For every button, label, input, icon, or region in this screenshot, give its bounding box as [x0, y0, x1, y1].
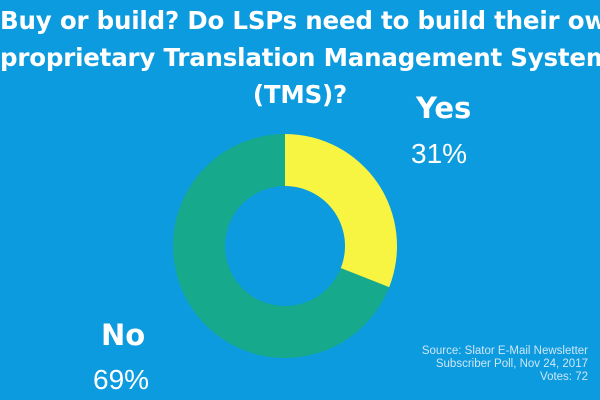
- slice-value-yes: 31%: [411, 138, 468, 169]
- source-line-1: Source: Slator E-Mail Newsletter: [421, 345, 588, 357]
- source-note: Source: Slator E-Mail Newsletter Subscri…: [368, 345, 588, 384]
- chart-title-line-1: Buy or build? Do LSPs need to build thei…: [0, 6, 600, 35]
- slice-value-no: 69%: [93, 364, 150, 395]
- slice-label-yes: Yes: [416, 91, 472, 125]
- donut-slice-yes: [285, 134, 397, 288]
- source-line-2: Subscriber Poll, Nov 24, 2017: [435, 358, 588, 370]
- donut-slice-no: [173, 134, 390, 358]
- chart-title-line-2: proprietary Translation Management Syste…: [0, 43, 600, 72]
- chart-title-line-3: (TMS)?: [252, 80, 348, 109]
- chart-title: Buy or build? Do LSPs need to build thei…: [0, 2, 600, 113]
- source-line-3: Votes: 72: [540, 371, 588, 383]
- donut-chart: [173, 134, 397, 358]
- slice-label-no: No: [101, 318, 146, 352]
